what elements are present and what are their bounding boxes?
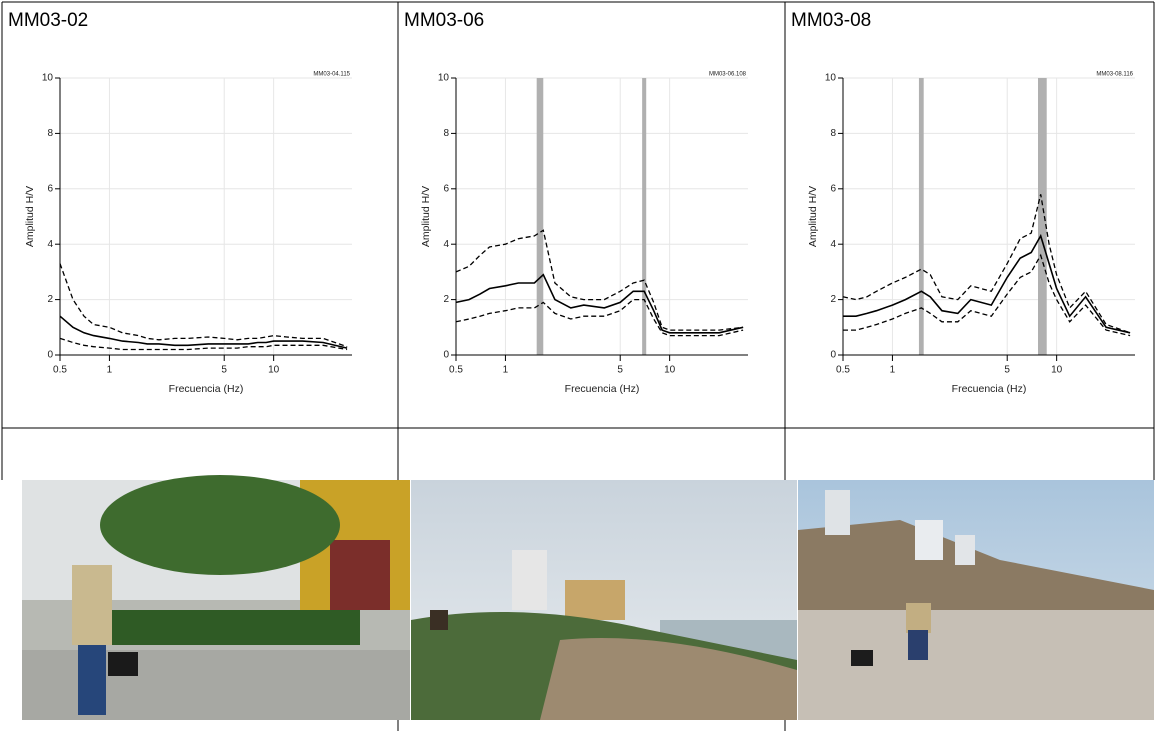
x-tick-label: 10 (268, 365, 280, 376)
peak-band (918, 78, 924, 355)
axes (842, 78, 1135, 356)
x-tick-label: 5 (221, 365, 227, 376)
x-axis-label: Frecuencia (Hz) (952, 383, 1027, 395)
x-axis-label: Frecuencia (Hz) (169, 383, 244, 395)
plot-area (60, 78, 352, 355)
x-axis-label: Frecuencia (Hz) (565, 383, 640, 395)
photo (798, 480, 1154, 720)
y-tick-label: 6 (443, 183, 449, 194)
y-tick-label: 4 (443, 239, 449, 250)
mean-line (59, 315, 348, 349)
y-tick-label: 8 (47, 128, 53, 139)
confidence-line (59, 337, 348, 351)
y-tick-label: 8 (443, 128, 449, 139)
plot-area (843, 78, 1135, 355)
photo (411, 480, 797, 720)
x-tick-label: 10 (1051, 365, 1063, 376)
x-tick-label: 1 (107, 365, 113, 376)
x-tick-label: 0.5 (836, 365, 850, 376)
y-tick-label: 10 (825, 73, 837, 84)
confidence-line (455, 298, 744, 337)
hv-chart: 0 2 4 6 8 10 0.5 1 5 10 MM03-08.116 Frecuencia (Hz)… (807, 72, 1135, 395)
y-tick-label: 0 (443, 350, 449, 361)
axes (59, 78, 352, 356)
hv-chart: 0 2 4 6 8 10 0.5 1 5 10 MM03-06.108 Frecuencia (Hz)… (420, 72, 748, 395)
y-tick-label: 4 (47, 239, 53, 250)
x-tick-label: 1 (503, 365, 509, 376)
x-tick-label: 10 (664, 365, 676, 376)
y-axis-label: Amplitud H/V (420, 186, 432, 247)
cell-header: MM03-08 (791, 10, 871, 31)
y-tick-label: 6 (830, 183, 836, 194)
y-tick-label: 2 (47, 294, 53, 305)
peak-band (536, 78, 544, 355)
x-tick-label: 0.5 (53, 365, 67, 376)
x-tick-label: 5 (1004, 365, 1010, 376)
y-tick-label: 6 (47, 183, 53, 194)
cell-header: MM03-02 (8, 10, 88, 31)
axes (455, 78, 748, 356)
mean-line (843, 233, 1131, 334)
chart-tag: MM03-04.115 (313, 72, 350, 78)
y-tick-label: 0 (830, 350, 836, 361)
y-tick-label: 10 (438, 73, 450, 84)
y-tick-label: 10 (42, 73, 54, 84)
confidence-line (59, 263, 348, 348)
y-tick-label: 4 (830, 239, 836, 250)
confidence-line (455, 229, 744, 331)
peak-band (1038, 78, 1047, 355)
y-tick-label: 2 (443, 294, 449, 305)
hv-chart: 0 2 4 6 8 10 0.5 1 5 10 MM03-04.115 Frecuencia (Hz)… (24, 72, 352, 395)
y-tick-label: 8 (830, 128, 836, 139)
plot-area (456, 78, 748, 355)
x-tick-label: 0.5 (449, 365, 463, 376)
y-axis-label: Amplitud H/V (807, 186, 819, 247)
mean-line (455, 273, 744, 334)
confidence-line (842, 194, 1131, 334)
photo (22, 475, 410, 720)
y-tick-label: 2 (830, 294, 836, 305)
chart-tag: MM03-06.108 (709, 72, 747, 78)
confidence-line (843, 253, 1131, 337)
y-tick-label: 0 (47, 350, 53, 361)
y-axis-label: Amplitud H/V (24, 186, 36, 247)
x-tick-label: 5 (617, 365, 623, 376)
peak-band (642, 78, 647, 355)
x-tick-label: 1 (890, 365, 896, 376)
chart-tag: MM03-08.116 (1096, 72, 1133, 78)
cell-header: MM03-06 (404, 10, 484, 31)
